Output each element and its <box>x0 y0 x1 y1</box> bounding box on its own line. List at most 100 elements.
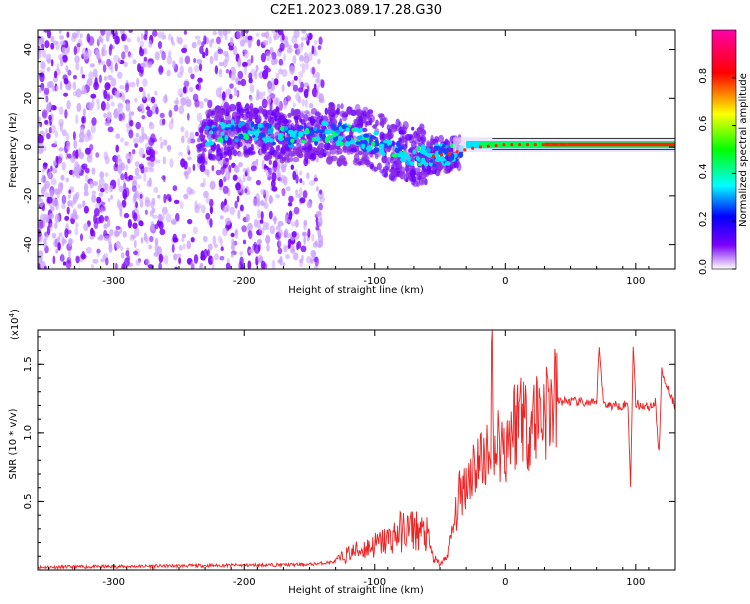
noise-cell <box>196 39 202 46</box>
signal-core-cell <box>415 156 420 162</box>
noise-cell <box>292 84 299 92</box>
noise-cell <box>245 213 250 223</box>
noise-cell <box>263 65 269 70</box>
noise-cell <box>293 75 298 81</box>
noise-cell <box>157 194 161 199</box>
noise-cell <box>107 197 111 202</box>
signal-cloud-cell <box>245 113 252 121</box>
noise-cell <box>298 71 304 79</box>
noise-cell <box>301 66 306 74</box>
signal-cloud-cell <box>264 113 269 120</box>
noise-cell <box>142 90 146 101</box>
noise-cell <box>244 30 249 34</box>
signal-cloud-cell <box>268 154 273 160</box>
noise-cell <box>316 91 321 99</box>
noise-cell <box>281 84 285 92</box>
noise-cell <box>166 69 171 77</box>
signal-core-cell <box>324 129 331 135</box>
spectrogram-signal <box>195 102 675 188</box>
noise-cell <box>73 75 77 80</box>
noise-cell <box>54 222 58 230</box>
signal-cloud-cell <box>383 171 389 178</box>
noise-cell <box>101 60 106 66</box>
noise-cell <box>257 91 264 100</box>
noise-cell <box>265 171 271 178</box>
signal-cloud-cell <box>303 113 309 122</box>
noise-cell <box>58 232 63 238</box>
noise-cell <box>173 100 179 105</box>
noise-cell <box>240 78 247 87</box>
signal-cloud-cell <box>299 112 305 119</box>
x-tick-label: 0 <box>502 577 508 588</box>
signal-cloud-cell <box>352 158 360 166</box>
signal-core-cell <box>313 126 318 131</box>
noise-cell <box>123 177 126 184</box>
noise-cell <box>140 237 144 244</box>
noise-cell <box>256 39 261 47</box>
signal-core-cell <box>386 139 393 146</box>
noise-cell <box>284 213 288 224</box>
noise-cell <box>41 168 45 173</box>
noise-cell <box>255 64 259 72</box>
signal-cloud-cell <box>283 155 290 163</box>
noise-cell <box>102 64 107 73</box>
signal-cloud-cell <box>373 166 377 173</box>
signal-core-cell <box>341 124 347 130</box>
noise-cell <box>94 207 100 217</box>
signal-core-cell <box>238 123 242 129</box>
noise-cell <box>173 104 179 112</box>
noise-cell <box>77 203 83 209</box>
noise-cell <box>141 115 146 120</box>
signal-core-cell <box>373 147 380 153</box>
noise-cell <box>184 170 189 180</box>
signal-core-cell <box>438 155 445 162</box>
x-tick-label: -200 <box>233 577 256 588</box>
signal-cloud-cell <box>327 107 334 116</box>
noise-cell <box>83 182 89 193</box>
noise-cell <box>230 252 234 258</box>
noise-cell <box>41 49 47 58</box>
noise-cell <box>200 250 205 259</box>
spectrogram-frame <box>37 29 676 270</box>
signal-core-cell <box>458 151 464 158</box>
noise-cell <box>110 194 113 200</box>
noise-cell <box>197 77 203 83</box>
noise-cell <box>146 93 151 102</box>
noise-cell <box>284 162 288 168</box>
noise-cell <box>249 96 253 102</box>
noise-cell <box>68 80 71 90</box>
noise-cell <box>207 99 213 109</box>
noise-cell <box>95 49 100 57</box>
noise-cell <box>75 222 79 228</box>
signal-core-cell <box>212 126 218 132</box>
noise-cell <box>106 111 112 121</box>
noise-cell <box>269 93 276 100</box>
noise-cell <box>279 255 283 266</box>
signal-cloud-cell <box>238 113 245 118</box>
noise-cell <box>124 141 129 147</box>
signal-cloud-cell <box>412 180 419 188</box>
signal-cloud-cell <box>269 113 275 120</box>
noise-cell <box>234 91 239 97</box>
noise-cell <box>137 184 141 189</box>
noise-cell <box>229 37 234 47</box>
signal-cloud-cell <box>434 136 439 143</box>
noise-cell <box>209 206 213 214</box>
signal-cloud-cell <box>358 115 363 124</box>
noise-cell <box>188 189 195 195</box>
signal-core-cell <box>426 152 433 158</box>
noise-cell <box>143 56 148 62</box>
noise-cell <box>170 218 177 225</box>
noise-cell <box>98 74 102 84</box>
noise-cell <box>45 128 48 136</box>
noise-cell <box>199 265 203 269</box>
noise-cell <box>159 112 165 119</box>
noise-cell <box>225 88 232 95</box>
noise-cell <box>158 253 164 263</box>
noise-cell <box>139 194 143 199</box>
noise-cell <box>304 98 308 108</box>
noise-cell <box>152 30 158 37</box>
noise-cell <box>62 54 68 63</box>
noise-cell <box>67 194 72 199</box>
signal-cloud-cell <box>197 137 201 143</box>
